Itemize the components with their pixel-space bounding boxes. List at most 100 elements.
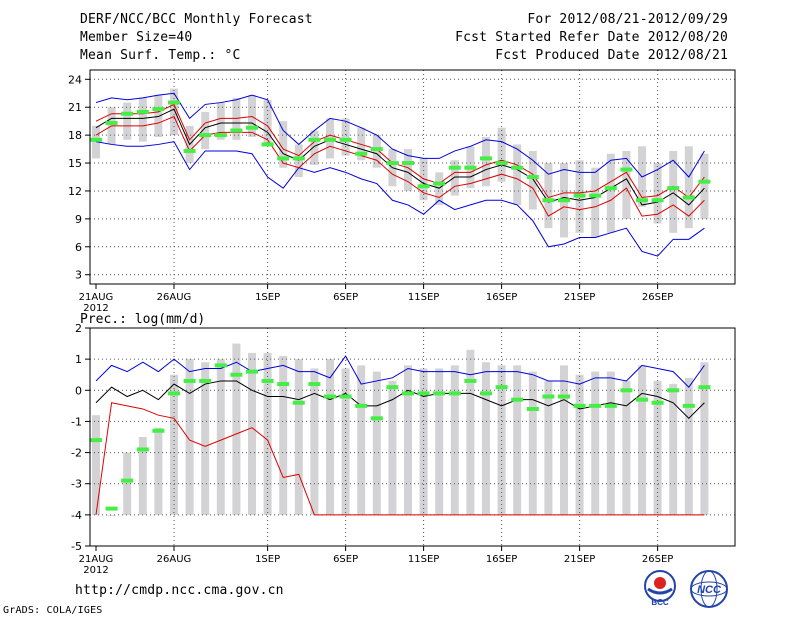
temp-observed-marker	[511, 165, 524, 170]
temp-observed-marker	[152, 107, 165, 112]
prec-observed-marker	[261, 378, 274, 383]
prec-box	[684, 377, 693, 515]
temp-observed-marker	[542, 198, 555, 203]
prec-observed-marker	[292, 400, 305, 405]
temp-box	[201, 111, 210, 150]
prec-xtick-label: 21AUG	[79, 554, 114, 565]
temp-xtick-label: 21AUG	[79, 292, 114, 303]
prec-ytick-label: 2	[75, 322, 82, 335]
prec-box	[388, 380, 397, 515]
prec-observed-marker	[651, 400, 664, 405]
prec-observed-marker	[667, 388, 680, 393]
prec-box	[92, 415, 100, 515]
prec-observed-marker	[152, 428, 165, 433]
prec-observed-marker	[620, 388, 633, 393]
prec-observed-marker	[214, 363, 227, 368]
temp-box	[528, 150, 537, 210]
prec-box	[263, 352, 272, 515]
temp-observed-marker	[199, 133, 212, 138]
prec-box	[216, 359, 225, 515]
prec-observed-marker	[526, 406, 539, 411]
temp-observed-marker	[558, 198, 570, 203]
prec-ytick-label: 0	[75, 384, 82, 397]
prec-xtick-year: 2012	[83, 565, 108, 576]
prec-xtick-label: 26SEP	[642, 554, 673, 565]
temp-spread-low-line	[95, 115, 705, 217]
temp-observed-marker	[355, 151, 368, 156]
prec-box	[357, 365, 366, 515]
prec-observed-marker	[105, 506, 118, 511]
variable-label: Mean Surf. Temp.: °C	[80, 48, 241, 63]
temp-box	[513, 144, 522, 205]
temp-observed-marker	[682, 195, 695, 200]
prec-xtick-label: 26AUG	[157, 554, 192, 565]
temp-box	[170, 88, 178, 136]
temp-box	[591, 167, 600, 238]
temp-observed-marker	[526, 175, 539, 179]
prec-observed-marker	[589, 403, 602, 408]
ncc-logo: NCC	[690, 570, 728, 608]
temp-observed-marker	[168, 100, 180, 105]
temp-spread-high-line	[95, 103, 705, 199]
temp-box	[606, 153, 615, 233]
prec-box	[606, 371, 615, 515]
temp-observed-marker	[136, 109, 149, 114]
prec-observed-marker	[402, 391, 414, 396]
temp-observed-marker	[573, 193, 586, 198]
temp-observed-marker	[589, 193, 602, 198]
prec-box	[653, 380, 662, 515]
prec-box	[404, 365, 412, 515]
temp-ytick-label: 15	[68, 157, 82, 170]
prec-box	[669, 384, 678, 515]
temp-ytick-label: 21	[68, 101, 82, 114]
prec-observed-marker	[433, 391, 446, 396]
temp-observed-marker	[433, 181, 446, 186]
temp-ytick-label: 18	[68, 129, 82, 142]
prec-observed-marker	[386, 385, 399, 390]
source-url[interactable]: http://cmdp.ncc.cma.gov.cn	[75, 583, 284, 598]
prec-box	[123, 452, 132, 515]
temp-observed-marker	[230, 128, 243, 133]
temp-lower-line	[95, 141, 705, 257]
temp-observed-marker	[448, 165, 461, 170]
prec-box	[185, 359, 194, 515]
temp-xtick-label: 1SEP	[255, 292, 280, 303]
temp-xtick-label: 21SEP	[564, 292, 595, 303]
temp-box	[482, 136, 490, 187]
temp-observed-marker	[261, 142, 274, 147]
prec-median-line	[95, 380, 705, 420]
temp-ytick-label: 9	[75, 213, 82, 226]
prec-box	[201, 362, 210, 515]
temp-observed-marker	[308, 137, 321, 142]
temp-xtick-year: 2012	[83, 303, 108, 314]
prec-box	[466, 349, 475, 515]
prec-box	[419, 368, 428, 515]
prec-ytick-label: -3	[71, 478, 82, 491]
prec-observed-marker	[246, 369, 258, 374]
prec-observed-marker	[448, 391, 461, 396]
prec-lower-line	[95, 402, 705, 516]
temp-observed-marker	[105, 121, 118, 126]
bcc-logo-text: BCC	[651, 598, 669, 607]
prec-xtick-label: 1SEP	[255, 554, 280, 565]
temp-box	[216, 102, 225, 140]
prec-observed-marker	[308, 382, 321, 387]
prec-xtick-label: 6SEP	[333, 554, 358, 565]
prec-box	[341, 368, 350, 515]
bcc-logo: BCC	[644, 570, 676, 607]
prec-xtick-label: 16SEP	[486, 554, 517, 565]
prec-box	[700, 362, 709, 515]
temp-observed-marker	[604, 186, 617, 191]
prec-observed-marker	[199, 378, 212, 383]
temp-observed-marker	[277, 156, 290, 161]
temp-upper-line	[95, 92, 705, 178]
temp-observed-marker	[386, 161, 399, 166]
temp-observed-marker	[464, 165, 477, 170]
prec-observed-marker	[464, 378, 477, 383]
forecast-period: For 2012/08/21-2012/09/29	[527, 12, 728, 27]
prec-observed-marker	[230, 372, 243, 377]
prec-observed-marker	[417, 391, 430, 396]
temp-ytick-label: 24	[68, 73, 82, 86]
